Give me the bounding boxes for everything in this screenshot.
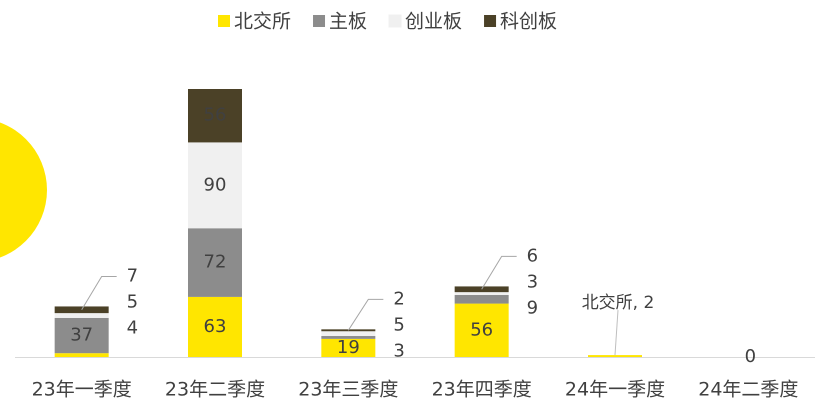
data-label: 6	[527, 245, 538, 266]
bar-segment	[54, 353, 109, 357]
legend-label: 主板	[329, 11, 367, 33]
legend-swatch	[484, 15, 497, 27]
leader-line	[81, 275, 117, 311]
data-label: 56	[470, 319, 493, 340]
x-tick-label: 24年二季度	[698, 379, 798, 401]
data-label: 5	[127, 291, 138, 312]
data-label: 3	[393, 340, 404, 361]
legend: 北交所 主板 创业板 科创板	[218, 11, 557, 33]
data-label: 3	[527, 271, 538, 292]
data-label: 7	[127, 265, 138, 286]
data-label: 0	[745, 346, 756, 367]
legend-swatch	[218, 15, 230, 27]
bar-segment	[54, 317, 109, 354]
bar-segment	[454, 295, 509, 304]
legend-label: 创业板	[405, 11, 462, 33]
bar-segment	[454, 292, 509, 296]
bar-segment	[188, 89, 242, 143]
data-label: 37	[70, 325, 93, 346]
x-tick-label: 23年三季度	[298, 379, 398, 401]
legend-swatch	[388, 14, 402, 28]
legend-label: 科创板	[500, 11, 557, 33]
bar-segment	[188, 228, 242, 297]
data-label: 2	[393, 288, 404, 309]
data-label: 63	[204, 316, 227, 337]
x-tick-label: 23年二季度	[165, 379, 265, 401]
data-label: 56	[204, 105, 227, 126]
legend-swatch	[313, 15, 326, 27]
data-label: 19	[337, 337, 360, 358]
x-tick-label: 23年四季度	[432, 379, 532, 401]
x-tick-label: 24年一季度	[565, 379, 665, 401]
bar-segment	[321, 331, 376, 337]
bar-segment	[321, 336, 376, 339]
data-label: 4	[127, 317, 138, 338]
bar-segment	[188, 296, 242, 357]
bar-segment	[188, 142, 242, 229]
leader-line	[614, 310, 619, 356]
bar-segment	[321, 338, 376, 357]
x-tick-label: 23年一季度	[32, 379, 132, 401]
data-label: 北交所, 2	[582, 293, 655, 313]
data-label: 90	[204, 174, 227, 195]
decoration	[0, 122, 47, 258]
bar-segment	[588, 355, 642, 357]
leader-line	[347, 298, 384, 331]
bar-segment	[454, 303, 509, 357]
data-label: 72	[204, 252, 227, 273]
data-label: 5	[393, 314, 404, 335]
data-label: 9	[527, 297, 538, 318]
bar-segment	[54, 313, 109, 318]
leader-line	[481, 255, 517, 290]
legend-label: 北交所	[234, 11, 291, 33]
